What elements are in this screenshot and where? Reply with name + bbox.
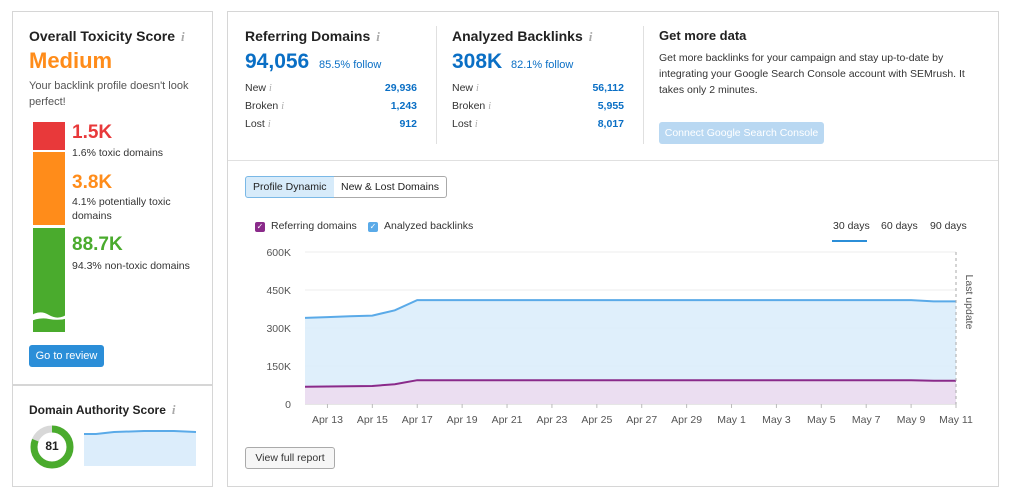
referring-domains-line: [304, 379, 956, 388]
x-tick-label: Apr 23: [536, 414, 567, 426]
x-tick-label: Apr 15: [357, 414, 388, 426]
go-to-review-button[interactable]: Go to review: [29, 345, 104, 367]
divider: [643, 26, 644, 144]
backlinks-checkbox-icon[interactable]: ✓: [368, 222, 378, 232]
view-full-report-button[interactable]: View full report: [245, 447, 335, 469]
authority-sparkline: [84, 430, 196, 466]
period-60-days[interactable]: 60 days: [881, 220, 918, 232]
referring-broken-label: Broken i: [245, 100, 285, 112]
backlinks-broken-value[interactable]: 5,955: [597, 100, 624, 112]
domain-authority-card: Domain Authority Score i 81: [12, 385, 213, 487]
backlinks-follow: 82.1% follow: [511, 59, 574, 71]
get-more-data-title: Get more data: [659, 28, 747, 43]
toxicity-card: Overall Toxicity Score i Medium Your back…: [12, 11, 213, 385]
authority-score-ring: [30, 425, 74, 469]
toxic-label: 1.6% toxic domains: [72, 147, 164, 159]
x-tick-label: May 1: [717, 414, 746, 426]
section-divider: [228, 160, 998, 161]
divider: [436, 26, 437, 144]
last-update-label: Last update: [963, 275, 975, 330]
toxicity-title: Overall Toxicity Score i: [29, 28, 185, 44]
y-tick-label: 450K: [266, 285, 291, 297]
x-tick-label: May 11: [939, 414, 973, 426]
x-tick-label: Apr 25: [581, 414, 612, 426]
authority-score-value: 81: [45, 439, 59, 453]
x-tick-label: Apr 17: [402, 414, 433, 426]
non-toxic-count: 88.7K: [72, 234, 123, 255]
toxic-count: 1.5K: [72, 122, 113, 143]
analyzed-backlinks-total[interactable]: 308K: [452, 50, 503, 73]
potentially-toxic-bar-segment: [33, 152, 65, 225]
backlinks-overview-card: Referring Domains i 94,056 85.5% follow N…: [227, 11, 999, 487]
x-tick-label: May 9: [897, 414, 926, 426]
info-icon[interactable]: i: [588, 29, 593, 44]
legend-analyzed-backlinks: Analyzed backlinks: [384, 220, 474, 232]
x-tick-label: Apr 29: [671, 414, 702, 426]
x-tick-label: Apr 27: [626, 414, 657, 426]
x-tick-label: May 5: [807, 414, 836, 426]
backlinks-new-label: New i: [452, 82, 479, 94]
y-tick-label: 0: [285, 399, 291, 411]
referring-lost-label: Lost i: [245, 118, 271, 130]
info-icon[interactable]: i: [376, 29, 380, 44]
backlinks-broken-label: Broken i: [452, 100, 492, 112]
backlinks-lost-value[interactable]: 8,017: [597, 118, 624, 130]
backlinks-lost-label: Lost i: [452, 118, 478, 130]
info-icon[interactable]: i: [181, 29, 185, 44]
domain-authority-title: Domain Authority Score i: [29, 402, 176, 417]
analyzed-backlinks-area: [305, 300, 956, 404]
get-more-data-text: Get more backlinks for your campaign and…: [659, 52, 965, 96]
x-tick-label: May 7: [852, 414, 881, 426]
x-tick-label: Apr 19: [447, 414, 478, 426]
toxicity-description: Your backlink profile doesn't look perfe…: [29, 80, 189, 108]
referring-follow: 85.5% follow: [319, 59, 382, 71]
selected-period-indicator: [832, 240, 867, 242]
x-tick-label: Apr 21: [492, 414, 523, 426]
period-90-days[interactable]: 90 days: [930, 220, 967, 232]
potentially-toxic-label: 4.1% potentially toxic domains: [72, 196, 171, 222]
referring-domains-title: Referring Domains i: [245, 28, 380, 44]
y-tick-label: 300K: [266, 323, 291, 335]
y-tick-label: 150K: [266, 361, 291, 373]
backlinks-new-value[interactable]: 56,112: [592, 82, 624, 94]
profile-dynamic-chart: 0 150K 300K 450K 600K Last update Apr 13 Apr 15…: [266, 247, 975, 426]
analyzed-backlinks-title: Analyzed Backlinks i: [452, 28, 593, 44]
tab-new-lost-domains[interactable]: New & Lost Domains: [334, 176, 448, 198]
referring-checkbox-icon[interactable]: ✓: [255, 222, 265, 232]
referring-domains-total[interactable]: 94,056: [245, 50, 310, 73]
referring-broken-value[interactable]: 1,243: [390, 100, 417, 112]
referring-domains-area: [305, 380, 956, 404]
toxic-bar-segment: [33, 122, 65, 150]
legend-referring-domains: Referring domains: [271, 220, 357, 232]
referring-new-value[interactable]: 29,936: [384, 82, 417, 94]
referring-lost-value[interactable]: 912: [399, 118, 417, 130]
x-tick-label: May 3: [762, 414, 791, 426]
info-icon[interactable]: i: [171, 402, 176, 417]
analyzed-backlinks-line: [304, 299, 956, 319]
non-toxic-label: 94.3% non-toxic domains: [72, 260, 190, 272]
y-tick-label: 600K: [266, 247, 291, 259]
period-30-days[interactable]: 30 days: [833, 220, 870, 232]
bar-break-wave: [29, 312, 69, 322]
toxicity-level: Medium: [29, 48, 113, 73]
tab-profile-dynamic[interactable]: Profile Dynamic: [245, 176, 335, 198]
x-tick-label: Apr 13: [312, 414, 343, 426]
potentially-toxic-count: 3.8K: [72, 172, 113, 193]
referring-new-label: New i: [245, 82, 272, 94]
connect-gsc-button[interactable]: Connect Google Search Console: [659, 122, 824, 144]
